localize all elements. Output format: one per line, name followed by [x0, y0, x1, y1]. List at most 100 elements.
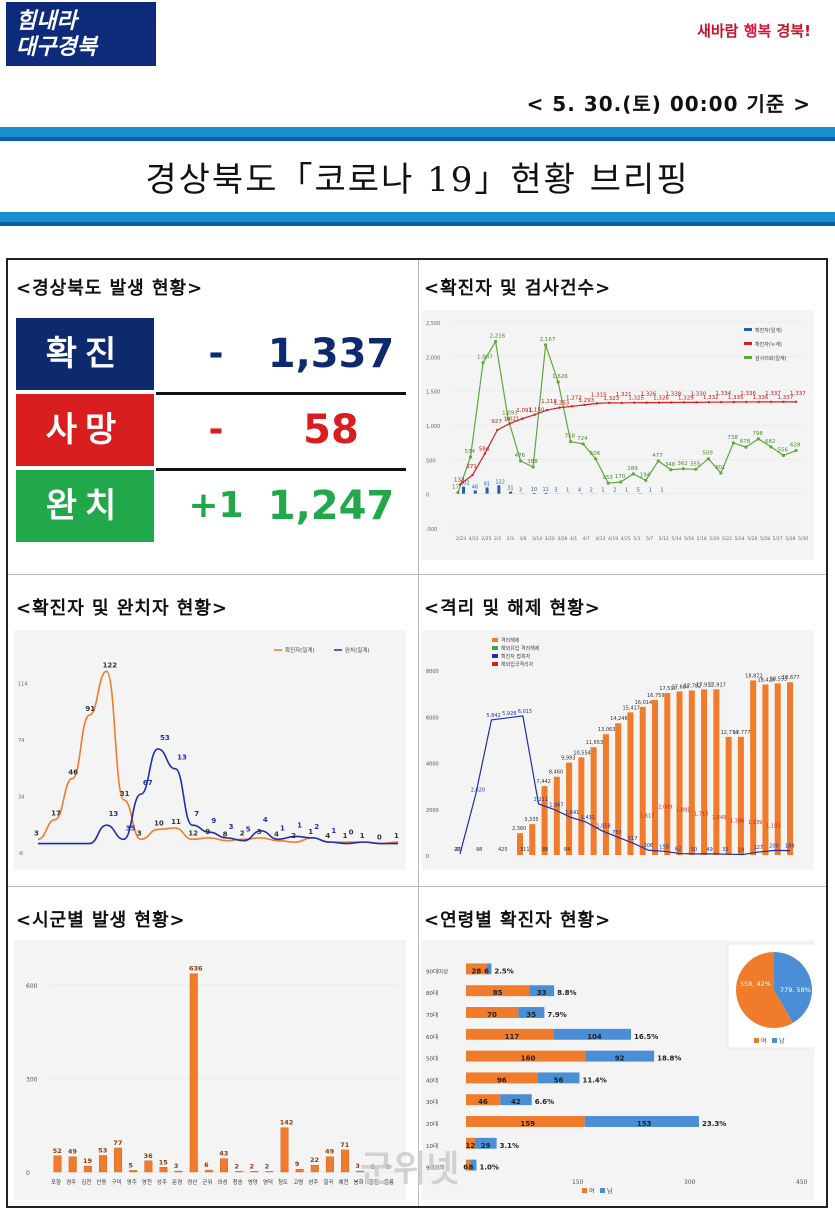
tests-point: [606, 481, 610, 485]
release-label: 12,777: [733, 730, 751, 736]
region-value: 0: [386, 1163, 391, 1171]
release-bar: [529, 824, 536, 855]
region-category: 봉화: [354, 1179, 364, 1186]
male-bar: [529, 985, 555, 997]
age-category: 90대이상: [426, 967, 448, 975]
region-category: 문경: [172, 1179, 182, 1186]
daily-bar: [509, 491, 513, 494]
x-tick-label: 2/3: [507, 536, 514, 542]
x-tick-label: 2/2: [494, 536, 501, 542]
release-label: 16,014: [635, 700, 653, 706]
age-pct: 18.8%: [657, 1055, 681, 1063]
overseas-label: 1,339: [748, 820, 762, 826]
region-bar: [114, 1147, 123, 1173]
male-bar: [537, 1072, 580, 1084]
female-value: 46: [478, 1098, 488, 1106]
daily-label: 4: [578, 487, 581, 493]
contact-line: [459, 715, 791, 856]
contact-label: 127: [754, 845, 764, 851]
status-total: 1,337: [267, 331, 395, 377]
recovered-line: [38, 748, 398, 845]
contact-label: 62: [675, 847, 681, 853]
contact-label: 189: [785, 844, 795, 850]
region-category: 의성: [217, 1178, 227, 1186]
cumulative-point: [695, 401, 698, 404]
chart-background: [422, 310, 814, 560]
logo-left: 힘내라 대구경북: [6, 2, 156, 66]
cumulative-label: 1,218: [541, 399, 557, 405]
region-value: 2: [249, 1162, 254, 1170]
daily-label: 102: [460, 481, 470, 487]
cumulative-label: 1,334: [715, 391, 731, 397]
region-category: 포항: [51, 1178, 61, 1186]
daily-bar: [497, 485, 501, 494]
cumulative-point: [633, 401, 636, 404]
cumulative-point: [458, 483, 462, 486]
release-bar: [578, 757, 585, 855]
female-value: 6: [463, 1164, 468, 1172]
daily-bar: [532, 492, 536, 494]
cumulative-label: 1,315: [591, 392, 607, 398]
release-label: 17,782: [684, 684, 702, 690]
cumulative-label: 271: [466, 464, 477, 470]
cumulative-point: [570, 405, 574, 408]
status-total: 1,247: [267, 483, 395, 529]
age-category: 70대: [426, 1011, 438, 1019]
x-tick-label: 5/28: [785, 536, 795, 542]
status-change: +1: [188, 485, 244, 526]
cumulative-point: [670, 401, 673, 404]
cumulative-point: [782, 400, 785, 404]
overseas-label: 1,617: [640, 814, 654, 820]
recovered-label: 1: [331, 827, 336, 835]
x-tick-label: 5/26: [747, 536, 757, 542]
region-value: 2: [234, 1162, 239, 1170]
region-category: 구미: [112, 1178, 122, 1186]
contact-label: 206: [644, 843, 654, 849]
recovered-label: 5: [246, 826, 251, 834]
status-total: 58: [303, 407, 359, 453]
legend-entry: 확진자(일계): [285, 646, 315, 654]
male-bar: [584, 1116, 699, 1127]
female-value: 159: [520, 1120, 535, 1128]
status-separator: [156, 392, 406, 395]
status-change: -: [208, 409, 224, 450]
tests-point: [619, 480, 623, 484]
female-bar: [466, 1007, 519, 1018]
tests-label: 477: [652, 453, 663, 459]
recovered-label: 7: [194, 810, 199, 818]
region-category: 울진: [369, 1178, 379, 1186]
release-bar: [701, 689, 708, 855]
cumulative-point: [745, 400, 748, 404]
legend-swatch: [600, 1188, 605, 1193]
release-label: 7,442: [537, 779, 551, 785]
grid-divider-h2: [8, 886, 826, 887]
legend-entry: 검사의뢰(일계): [755, 355, 787, 362]
female-bar: [466, 963, 487, 975]
cumulative-point: [682, 401, 686, 404]
tests-label: 1,093: [502, 411, 518, 417]
pie-legend-swatch: [772, 1038, 777, 1043]
daily-label: 1: [649, 488, 652, 494]
tests-point: [756, 437, 761, 441]
confirmed-label: 3: [34, 829, 39, 837]
tests-label: 1,626: [552, 374, 568, 380]
region-category: 울릉: [384, 1179, 394, 1186]
release-label: 17,684: [672, 684, 690, 690]
y-tick-label: 1,500: [426, 390, 440, 396]
region-value: 52: [53, 1147, 62, 1155]
confirmed-label: 4: [325, 832, 330, 840]
y-tick-label: 34: [18, 795, 24, 801]
y-tick-label: 8000: [426, 669, 439, 675]
female-bar: [466, 1050, 586, 1062]
male-value: 35: [526, 1011, 536, 1019]
tests-point: [631, 472, 635, 476]
tests-point: [656, 459, 660, 463]
male-value: 92: [615, 1055, 625, 1063]
confirmed-label: 11: [171, 818, 181, 826]
release-label: 10,554: [573, 750, 591, 756]
y-tick-label: 2000: [426, 808, 439, 814]
male-bar: [585, 1050, 655, 1062]
daily-label: 2: [590, 488, 593, 494]
x-tick-label: 2/23: [456, 536, 466, 542]
